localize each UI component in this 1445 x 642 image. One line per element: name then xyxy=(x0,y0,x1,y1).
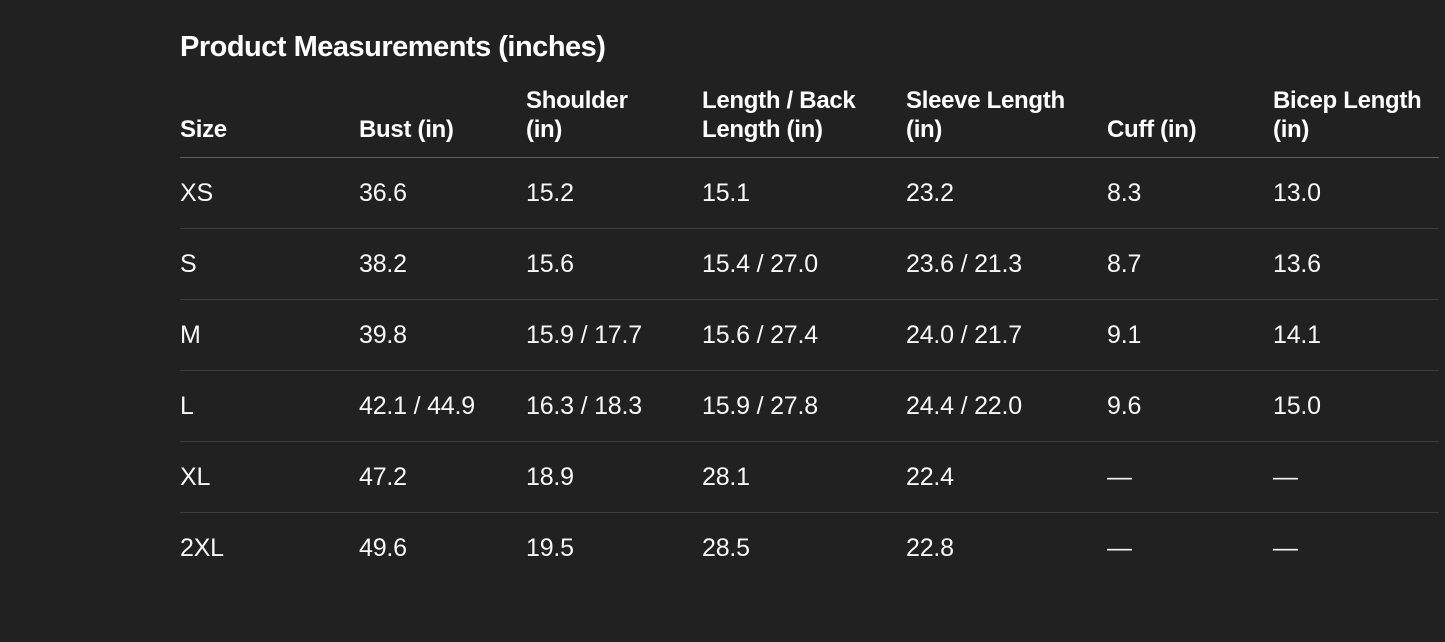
value-cell: 15.9 / 17.7 xyxy=(526,299,702,371)
value-cell: 14.1 xyxy=(1273,299,1439,371)
value-cell: 42.1 / 44.9 xyxy=(359,370,526,442)
value-cell: 22.8 xyxy=(906,533,954,562)
product-measurements-section: Product Measurements (inches) Size Bust (… xyxy=(180,31,1439,583)
size-cell: 2XL xyxy=(180,533,224,562)
value-cell: 15.6 / 27.4 xyxy=(702,299,906,371)
value-cell: 8.7 xyxy=(1107,228,1273,300)
size-cell: S xyxy=(180,228,359,300)
table-row: XL 47.2 18.9 28.1 22.4— — xyxy=(180,441,1439,513)
measurements-table: Size Bust (in) Shoulder (in) Length / Back … xyxy=(180,86,1439,583)
section-title: Product Measurements (inches) xyxy=(180,31,606,63)
table-row: L 42.1 / 44.9 16.3 / 18.3 15.9 / 27.8 24.4 /… xyxy=(180,370,1439,442)
value-cell: 23.2 xyxy=(906,157,1107,229)
value-cell: 16.3 / 18.3 xyxy=(526,370,702,442)
header-row: Size Bust (in) Shoulder (in) Length / Back … xyxy=(180,86,1439,158)
value-cell: 15.1 xyxy=(702,157,906,229)
column-header-0: Size xyxy=(180,86,359,158)
size-cell: XS xyxy=(180,157,359,229)
table-row: M 39.8 15.9 / 17.7 15.6 / 27.4 24.0 / 21.7 9.… xyxy=(180,299,1439,371)
value-cell: 39.8 xyxy=(359,299,526,371)
table-header: Size Bust (in) Shoulder (in) Length / Back … xyxy=(180,86,1439,158)
value-cell: — xyxy=(1273,441,1439,513)
value-cell: 24.0 / 21.7 xyxy=(906,299,1107,371)
value-cell: 13.6 xyxy=(1273,228,1439,300)
column-header-3: Length / Back Length (in) xyxy=(702,86,906,158)
value-cell: 15.4 / 27.0 xyxy=(702,228,906,300)
column-header-1: Bust (in) xyxy=(359,86,526,158)
value-cell: 24.4 / 22.0 xyxy=(906,370,1107,442)
value-cell: 19.5 xyxy=(526,533,574,562)
value-cell: 9.6 xyxy=(1107,370,1273,442)
value-cell: 22.4 xyxy=(906,441,1107,513)
value-cell: 8.3 xyxy=(1107,157,1273,229)
column-header-6: Bicep Length (in) xyxy=(1273,86,1439,158)
size-cell: XL xyxy=(180,441,359,513)
table-row: S 38.2 15.6 15.4 / 27.0 23.6 / 21.3 8.7 13.6 xyxy=(180,228,1439,300)
column-header-2: Shoulder (in) xyxy=(526,86,702,158)
table-body: XS 36.6 15.2 15.1 23.2 8.3 13.0 S 38.2 15.6 15.4 /… xyxy=(180,157,1439,584)
value-cell: 28.5 xyxy=(702,533,750,562)
value-cell: 9.1 xyxy=(1107,299,1273,371)
value-cell: 28.1 xyxy=(702,441,906,513)
table-row: XS 36.6 15.2 15.1 23.2 8.3 13.0 xyxy=(180,157,1439,229)
value-cell: 38.2 xyxy=(359,228,526,300)
value-cell: — xyxy=(1107,533,1132,562)
value-cell: 15.9 / 27.8 xyxy=(702,370,906,442)
value-cell: 18.9 xyxy=(526,441,702,513)
value-cell: 13.0 xyxy=(1273,157,1439,229)
table-row: 2XL 49.6 19.5 28.5 22.8 — — xyxy=(180,513,1439,584)
size-cell: M xyxy=(180,299,359,371)
value-cell: 15.6 xyxy=(526,228,702,300)
value-cell: 47.2 xyxy=(359,441,526,513)
value-cell: 15.2 xyxy=(526,157,702,229)
column-header-4: Sleeve Length (in) xyxy=(906,86,1107,158)
value-cell: 15.0 xyxy=(1273,370,1439,442)
value-cell: — xyxy=(1107,441,1273,513)
column-header-5: Cuff (in) xyxy=(1107,86,1273,158)
value-cell: 23.6 / 21.3 xyxy=(906,228,1107,300)
value-cell: 49.6 xyxy=(359,533,407,562)
size-cell: L xyxy=(180,370,359,442)
value-cell: — xyxy=(1273,533,1298,562)
value-cell: 36.6 xyxy=(359,157,526,229)
